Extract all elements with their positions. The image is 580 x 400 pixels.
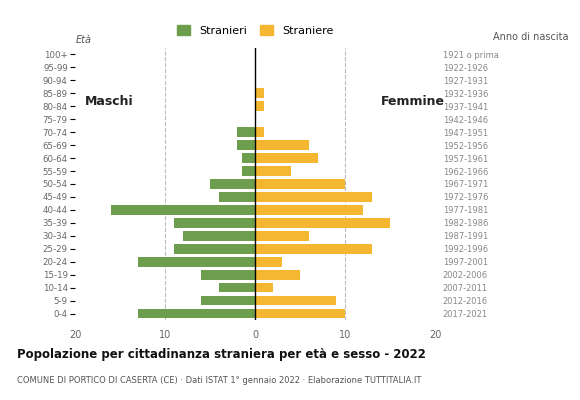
Bar <box>219 283 255 292</box>
Bar <box>139 257 255 266</box>
Text: Anno di nascita: Anno di nascita <box>493 32 568 42</box>
Text: Popolazione per cittadinanza straniera per età e sesso - 2022: Popolazione per cittadinanza straniera p… <box>17 348 426 361</box>
Bar <box>242 166 255 176</box>
Text: Età: Età <box>75 36 92 46</box>
Bar <box>255 102 264 111</box>
Bar <box>237 127 255 137</box>
Legend: Stranieri, Straniere: Stranieri, Straniere <box>172 21 338 40</box>
Text: COMUNE DI PORTICO DI CASERTA (CE) · Dati ISTAT 1° gennaio 2022 · Elaborazione TU: COMUNE DI PORTICO DI CASERTA (CE) · Dati… <box>17 376 422 385</box>
Bar <box>255 257 282 266</box>
Bar <box>201 296 255 306</box>
Bar <box>255 296 336 306</box>
Bar <box>210 179 255 189</box>
Bar <box>242 153 255 163</box>
Bar <box>255 153 318 163</box>
Bar <box>255 270 300 280</box>
Bar <box>111 205 255 215</box>
Bar <box>255 88 264 98</box>
Bar <box>175 218 255 228</box>
Bar <box>255 127 264 137</box>
Bar <box>255 231 309 241</box>
Text: Maschi: Maschi <box>85 95 133 108</box>
Text: Femmine: Femmine <box>381 95 445 108</box>
Bar <box>255 244 372 254</box>
Bar <box>201 270 255 280</box>
Bar <box>255 205 363 215</box>
Bar <box>175 244 255 254</box>
Bar <box>255 192 372 202</box>
Bar <box>219 192 255 202</box>
Bar <box>237 140 255 150</box>
Bar <box>255 218 390 228</box>
Bar <box>255 166 291 176</box>
Bar <box>255 283 273 292</box>
Bar <box>255 140 309 150</box>
Bar <box>139 309 255 318</box>
Bar <box>183 231 255 241</box>
Bar <box>255 309 345 318</box>
Bar <box>255 179 345 189</box>
